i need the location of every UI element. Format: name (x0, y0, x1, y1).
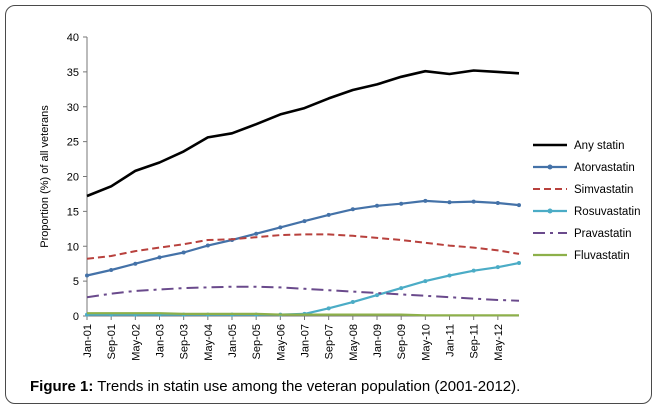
data-point-atorvastatin (423, 198, 428, 203)
x-tick-label: Sep-01 (106, 324, 118, 359)
series-line-any-statin (86, 69, 520, 198)
data-point-rosuvastatin (350, 300, 355, 305)
x-tick-label: Sep-05 (251, 324, 263, 359)
legend-marker-atorvastatin (547, 164, 553, 170)
data-point-rosuvastatin (447, 273, 452, 278)
y-tick-label: 35 (67, 67, 79, 79)
x-tick-label: Jan-09 (372, 324, 384, 358)
x-tick-label: May-06 (275, 324, 287, 361)
data-point-rosuvastatin (399, 286, 404, 291)
data-point-atorvastatin (181, 250, 186, 255)
x-tick-label: Jan-05 (227, 324, 239, 358)
data-point-atorvastatin (205, 243, 210, 248)
data-point-atorvastatin (495, 201, 500, 206)
y-tick-label: 5 (73, 276, 79, 288)
x-tick-label: Jan-01 (82, 324, 94, 358)
data-point-atorvastatin (447, 200, 452, 205)
data-point-atorvastatin (85, 273, 89, 278)
legend-label-simvastatin: Simvastatin (574, 184, 633, 196)
x-tick-label: Sep-09 (396, 324, 408, 359)
figure-frame (5, 5, 652, 404)
x-tick-label: May-10 (420, 324, 432, 361)
x-tick-label: Sep-03 (179, 324, 191, 359)
x-tick-label: May-02 (130, 324, 142, 361)
data-point-atorvastatin (133, 261, 138, 266)
data-point-atorvastatin (302, 219, 307, 224)
y-tick-label: 25 (67, 137, 79, 149)
data-point-atorvastatin (326, 212, 331, 217)
data-point-atorvastatin (517, 203, 521, 208)
x-tick-label: Sep-07 (324, 324, 336, 359)
x-tick-label: May-04 (203, 324, 215, 361)
series-line-fluvastatin (87, 312, 519, 317)
data-point-atorvastatin (278, 225, 283, 230)
data-point-atorvastatin (109, 267, 114, 272)
data-point-atorvastatin (254, 231, 259, 236)
series-line-atorvastatin (86, 199, 520, 277)
x-tick-label: May-08 (348, 324, 360, 361)
series-line-pravastatin (86, 285, 520, 302)
series-line-rosuvastatin (87, 261, 520, 316)
legend-label-fluvastatin: Fluvastatin (574, 250, 630, 262)
y-tick-label: 15 (67, 206, 79, 218)
figure-caption: Figure 1: Trends in statin use among the… (30, 378, 655, 395)
caption-text: Trends in statin use among the veteran p… (97, 378, 521, 395)
data-point-rosuvastatin (375, 293, 380, 298)
x-axis: Jan-01 Sep-01 May-02 Jan-03 Sep-03 May-04 Jan-… (82, 315, 519, 361)
y-tick-label: 40 (67, 32, 79, 44)
y-tick-label: 0 (73, 311, 79, 323)
caption-label: Figure 1: (30, 378, 94, 395)
x-tick-label: Jan-11 (445, 324, 457, 357)
legend-label-any-statin: Any statin (574, 140, 625, 152)
y-axis: 0 5 10 15 20 25 30 35 40 (67, 32, 88, 323)
legend-label-rosuvastatin: Rosuvastatin (574, 206, 640, 218)
x-tick-label: Sep-11 (469, 324, 481, 359)
data-point-atorvastatin (350, 207, 355, 212)
legend-marker-rosuvastatin (547, 208, 553, 214)
x-tick-label: Jan-07 (300, 324, 312, 358)
series-lines (85, 69, 521, 317)
data-point-atorvastatin (157, 255, 162, 260)
y-tick-label: 30 (67, 102, 79, 114)
y-axis-label: Proportion (%) of all veterans (39, 105, 51, 248)
legend-label-atorvastatin: Atorvastatin (574, 162, 635, 174)
legend-label-pravastatin: Pravastatin (574, 228, 632, 240)
data-point-atorvastatin (399, 201, 404, 206)
legend: Any statin Atorvastatin Simvastatin Rosuvas… (533, 140, 640, 262)
data-point-atorvastatin (375, 203, 380, 208)
data-point-rosuvastatin (471, 268, 476, 273)
y-tick-label: 20 (67, 172, 79, 184)
x-tick-label: Jan-03 (155, 324, 167, 358)
x-tick-label: May-12 (493, 324, 505, 361)
data-point-rosuvastatin (423, 279, 428, 284)
data-point-atorvastatin (471, 199, 476, 204)
data-point-rosuvastatin (326, 306, 331, 311)
y-tick-label: 10 (67, 241, 79, 253)
data-point-rosuvastatin (517, 260, 521, 265)
data-point-rosuvastatin (495, 265, 500, 270)
series-line-simvastatin (86, 233, 520, 260)
